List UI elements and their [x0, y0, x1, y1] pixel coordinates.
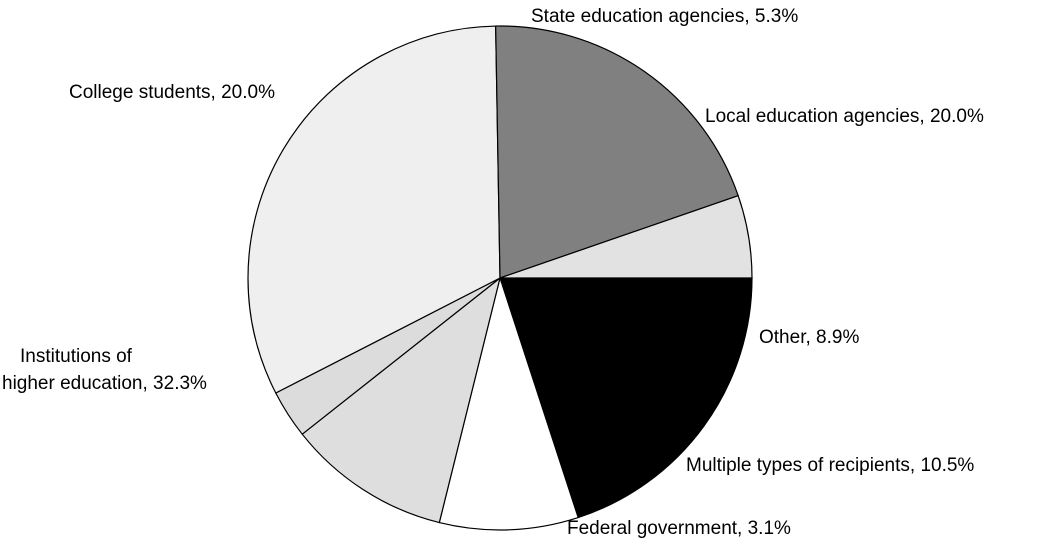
label-college-students: College students, 20.0% [69, 82, 275, 103]
slice-college-students [495, 25, 739, 279]
label-multiple-types-of-recipients: Multiple types of recipients, 10.5% [686, 455, 974, 476]
label-state-education-agencies: State education agencies, 5.3% [531, 6, 798, 27]
slice-other [438, 275, 579, 531]
slice-state-education-agencies [499, 194, 753, 279]
label-institutions-line-2: higher education, 32.3% [2, 373, 207, 394]
slice-local-education-agencies [499, 277, 753, 519]
label-federal-government: Federal government, 3.1% [567, 518, 791, 539]
pie-slices [247, 25, 753, 531]
label-local-education-agencies: Local education agencies, 20.0% [705, 106, 984, 127]
label-other: Other, 8.9% [759, 327, 859, 348]
slice-institutions-of-higher-education [247, 25, 501, 394]
slice-multiple-types-of-recipients [301, 276, 502, 524]
pie-labels: Local education agencies, 20.0% Other, 8… [2, 6, 984, 539]
label-institutions-line-1: Institutions of [20, 346, 133, 367]
